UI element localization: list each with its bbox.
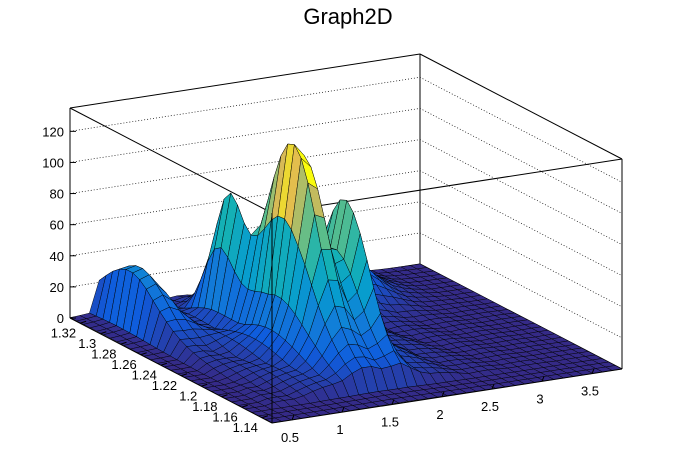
front-frame xyxy=(69,108,623,424)
z-tick-label: 120 xyxy=(42,124,64,139)
frame-edge xyxy=(419,53,623,160)
frame-edge xyxy=(271,368,623,424)
y-tick-label: 1.22 xyxy=(152,378,177,393)
frame-edge xyxy=(271,158,623,214)
y-tick-label: 1.3 xyxy=(78,336,96,351)
y-tick-mark xyxy=(180,373,188,377)
x-tick-label: 0.5 xyxy=(281,430,299,445)
grid-line xyxy=(69,139,623,245)
x-tick-label: 2 xyxy=(436,407,443,422)
x-tick-mark xyxy=(391,399,395,405)
x-tick-label: 1.5 xyxy=(381,414,399,429)
z-tick-label: 20 xyxy=(50,280,64,295)
y-tick-label: 1.16 xyxy=(212,409,237,424)
y-tick-mark xyxy=(120,341,127,345)
x-tick-label: 1 xyxy=(336,422,343,437)
grid-line xyxy=(69,76,623,183)
y-tick-mark xyxy=(140,352,147,356)
y-tick-mark xyxy=(201,383,208,387)
y-tick-mark xyxy=(160,362,168,366)
z-tick-label: 100 xyxy=(42,155,64,170)
tick-labels: 0204060801001200.511.522.533.51.141.161.… xyxy=(42,124,599,445)
y-tick-label: 1.24 xyxy=(132,367,157,382)
y-tick-mark xyxy=(241,404,248,408)
y-tick-label: 1.32 xyxy=(51,325,76,340)
x-tick-mark xyxy=(291,414,295,421)
y-tick-mark xyxy=(79,320,87,324)
frame-edge xyxy=(69,53,421,109)
x-tick-label: 3.5 xyxy=(581,384,599,399)
z-tick-label: 80 xyxy=(50,187,64,202)
y-tick-label: 1.28 xyxy=(91,346,116,361)
x-tick-mark xyxy=(591,368,595,374)
chart-title: Graph2D xyxy=(303,4,393,29)
y-tick-mark xyxy=(221,394,228,398)
y-tick-mark xyxy=(261,415,269,419)
x-tick-mark xyxy=(441,391,445,397)
x-tick-label: 2.5 xyxy=(481,399,499,414)
z-tick-label: 60 xyxy=(50,218,64,233)
y-tick-mark xyxy=(100,331,107,335)
y-tick-label: 1.18 xyxy=(192,399,217,414)
x-tick-mark xyxy=(491,383,495,390)
z-tick-label: 40 xyxy=(50,249,64,264)
grid-line xyxy=(69,232,623,339)
grid-line xyxy=(69,201,623,308)
frame-edge xyxy=(69,317,273,424)
frame-edge xyxy=(69,107,273,214)
y-tick-label: 1.2 xyxy=(179,388,197,403)
x-tick-mark xyxy=(341,407,345,413)
grid-line xyxy=(69,108,623,214)
grid-lines xyxy=(69,76,623,339)
y-tick-label: 1.14 xyxy=(233,420,258,435)
x-tick-label: 3 xyxy=(536,391,543,406)
grid-line xyxy=(69,170,623,277)
z-tick-label: 0 xyxy=(57,311,64,326)
x-tick-mark xyxy=(541,376,545,382)
y-tick-label: 1.26 xyxy=(111,357,136,372)
surface-plot xyxy=(69,143,623,424)
